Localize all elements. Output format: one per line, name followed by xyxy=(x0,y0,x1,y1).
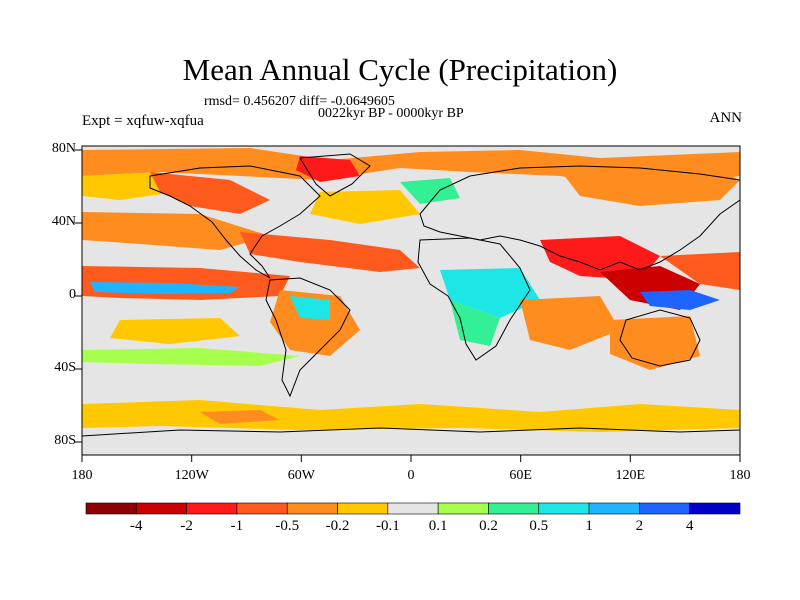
colorbar-swatch xyxy=(437,502,489,515)
colorbar-swatch xyxy=(136,502,187,515)
patch-spac-yellow xyxy=(110,318,240,344)
patch-southamerica-cyan xyxy=(290,296,330,320)
colorbar-swatch xyxy=(689,502,741,515)
patch-eq-pacific-blue xyxy=(90,282,240,294)
patch-atlantic-north-red xyxy=(150,172,270,214)
season-label: ANN xyxy=(709,110,743,126)
lon-label-60e: 60E xyxy=(509,468,532,483)
australia-coastline xyxy=(619,309,701,367)
colorbar-tick-label: -1 xyxy=(230,518,244,534)
colorbar-tick-label: 2 xyxy=(635,518,644,534)
map-field xyxy=(82,146,740,455)
lon-label-180w: 180 xyxy=(71,468,93,483)
lat-label-40n: 40N xyxy=(51,214,76,229)
colorbar-tick-label: 0.5 xyxy=(529,518,549,534)
north-america-coastline xyxy=(149,165,321,279)
colorbar-tick-label: 4 xyxy=(685,518,694,534)
antarctica-coastline xyxy=(82,427,740,437)
patch-npac-orange xyxy=(82,212,270,250)
patch-indian-orange xyxy=(520,296,620,350)
colorbar-swatch xyxy=(337,502,389,515)
coastlines xyxy=(82,153,740,437)
colorbar-tick-label: 0.1 xyxy=(428,518,448,534)
lon-label-180e: 180 xyxy=(729,468,751,483)
precipitation-anomaly-patches xyxy=(82,148,740,432)
patch-northatlantic-yellow xyxy=(310,190,420,224)
colorbar-swatch xyxy=(387,502,439,515)
lat-label-80s: 80S xyxy=(54,433,76,448)
colorbar-tick-label: -4 xyxy=(130,518,143,534)
colorbar-swatch xyxy=(538,502,590,515)
lon-label-0: 0 xyxy=(407,468,415,483)
patch-arctic-orange xyxy=(82,148,740,190)
patch-southern-green xyxy=(82,348,300,366)
patch-australia-orange xyxy=(610,316,700,370)
rmsd-diff-stats: rmsd= 0.456207 diff= -0.0649605 xyxy=(204,94,395,109)
eurasia-coastline xyxy=(419,165,740,271)
patch-greenland-red xyxy=(296,156,360,182)
patch-amazon-orange xyxy=(270,290,360,356)
patch-maritime-blue xyxy=(640,290,720,310)
lat-label-40s: 40S xyxy=(54,360,76,375)
lat-label-0: 0 xyxy=(69,287,76,302)
colorbar-tick-label: -0.2 xyxy=(325,518,350,534)
colorbar-swatch xyxy=(186,502,238,515)
patch-southern-yellow xyxy=(82,400,740,432)
lon-label-120w: 120W xyxy=(174,468,209,483)
patch-southern-orange xyxy=(200,410,280,424)
colorbar-tick-label: 1 xyxy=(585,518,593,534)
axis-ticks xyxy=(75,149,741,462)
patch-eurasia-orange xyxy=(560,164,740,206)
patch-europe-green xyxy=(400,178,460,204)
colorbar-tick-label: 0.2 xyxy=(479,518,498,534)
colorbar-swatch xyxy=(588,502,640,515)
africa-coastline xyxy=(417,237,531,361)
lon-label-120e: 120E xyxy=(615,468,646,483)
colorbar-swatch xyxy=(286,502,338,515)
patch-natlantic-band-orange xyxy=(240,232,420,272)
lat-label-80n: 80N xyxy=(51,141,76,156)
colorbar-swatch xyxy=(488,502,540,515)
colorbar-swatch xyxy=(236,502,288,515)
colorbar-tick-label: -2 xyxy=(180,518,193,534)
colorbar-tick-label: -0.5 xyxy=(275,518,300,534)
colorbar-tick-label: -0.1 xyxy=(375,518,400,534)
colorbar-swatch xyxy=(85,502,137,515)
patch-africa-green xyxy=(450,300,500,346)
period-label: 0022kyr BP - 0000kyr BP xyxy=(318,106,464,121)
lon-label-60w: 60W xyxy=(287,468,315,483)
chart-title: Mean Annual Cycle (Precipitation) xyxy=(182,52,618,87)
patch-africa-cyan xyxy=(440,268,540,318)
colorbar-swatch xyxy=(639,502,690,515)
experiment-label: Expt = xqfuw-xqfua xyxy=(82,113,204,129)
south-america-coastline xyxy=(265,277,351,398)
patch-westpac-red xyxy=(660,252,740,290)
greenland-coastline xyxy=(299,153,371,197)
colorbar xyxy=(85,502,741,515)
